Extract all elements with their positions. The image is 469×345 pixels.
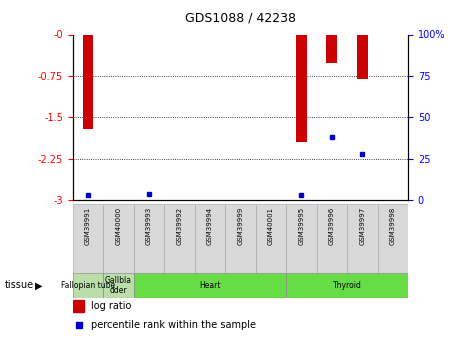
Text: Heart: Heart	[199, 281, 220, 290]
Text: GSM39996: GSM39996	[329, 207, 335, 245]
Bar	[357, 34, 368, 79]
Text: GSM40000: GSM40000	[115, 207, 121, 245]
Text: GSM39993: GSM39993	[146, 207, 152, 245]
Text: tissue: tissue	[5, 280, 34, 290]
Text: Fallopian tube: Fallopian tube	[61, 281, 115, 290]
FancyBboxPatch shape	[134, 273, 286, 298]
FancyBboxPatch shape	[317, 204, 347, 273]
FancyBboxPatch shape	[134, 204, 164, 273]
Bar	[83, 34, 93, 129]
Text: GSM39997: GSM39997	[359, 207, 365, 245]
FancyBboxPatch shape	[256, 204, 286, 273]
Text: log ratio: log ratio	[91, 302, 131, 311]
FancyBboxPatch shape	[225, 204, 256, 273]
Text: GSM39992: GSM39992	[176, 207, 182, 245]
Text: ▶: ▶	[35, 280, 43, 290]
Text: GSM39998: GSM39998	[390, 207, 396, 245]
FancyBboxPatch shape	[103, 273, 134, 298]
Text: percentile rank within the sample: percentile rank within the sample	[91, 321, 256, 330]
Bar	[73, 300, 84, 312]
Text: GSM39994: GSM39994	[207, 207, 213, 245]
FancyBboxPatch shape	[347, 204, 378, 273]
FancyBboxPatch shape	[103, 204, 134, 273]
FancyBboxPatch shape	[73, 273, 103, 298]
Text: GSM40001: GSM40001	[268, 207, 274, 245]
FancyBboxPatch shape	[164, 204, 195, 273]
Text: GSM39999: GSM39999	[237, 207, 243, 245]
Bar	[326, 34, 337, 63]
Text: GDS1088 / 42238: GDS1088 / 42238	[185, 11, 296, 24]
FancyBboxPatch shape	[195, 204, 225, 273]
Text: GSM39991: GSM39991	[85, 207, 91, 245]
Bar	[296, 34, 307, 142]
Text: Gallbla
dder: Gallbla dder	[105, 276, 132, 295]
FancyBboxPatch shape	[286, 273, 408, 298]
Text: GSM39995: GSM39995	[298, 207, 304, 245]
FancyBboxPatch shape	[73, 204, 103, 273]
Text: Thyroid: Thyroid	[333, 281, 362, 290]
FancyBboxPatch shape	[286, 204, 317, 273]
FancyBboxPatch shape	[378, 204, 408, 273]
